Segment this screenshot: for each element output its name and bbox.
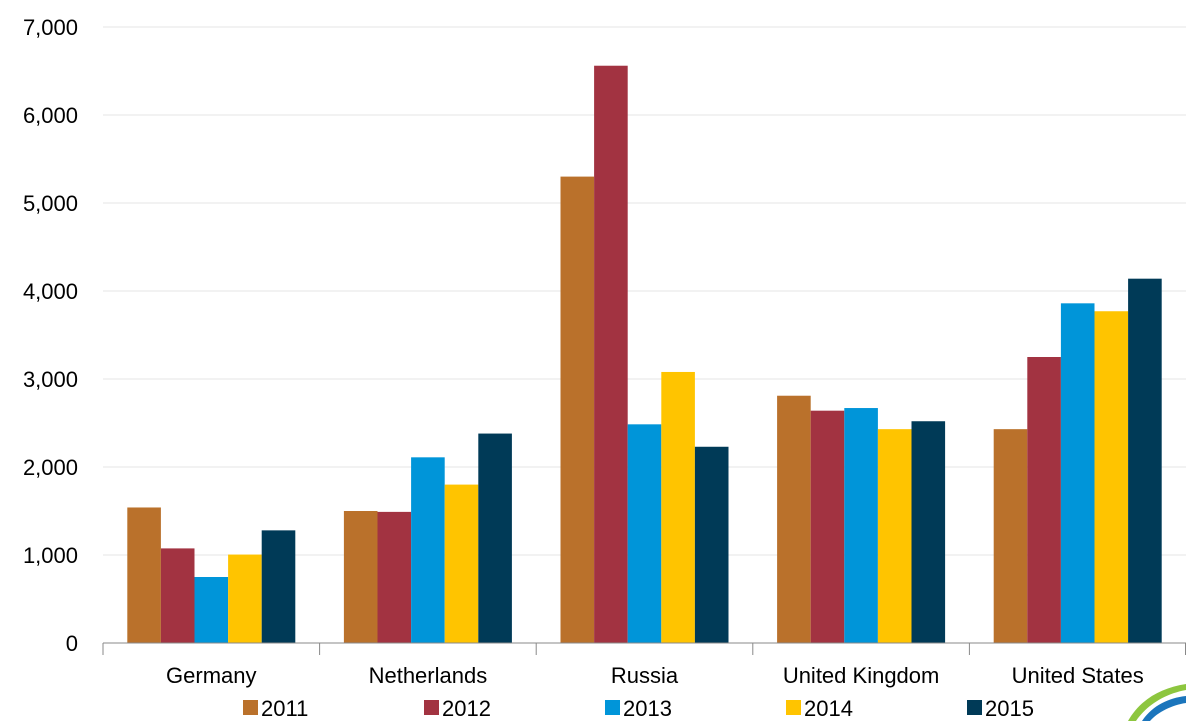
axes: 0 1,000 2,000 3,000 4,000 5,000 6,000 7,000 Germ… [23, 15, 1186, 688]
legend-label-2011: 2011 [261, 696, 308, 721]
x-tick-label: United Kingdom [783, 663, 940, 688]
y-tick-label: 3,000 [23, 367, 78, 392]
legend-swatch-2014 [786, 700, 801, 715]
legend-swatch-2011 [243, 700, 258, 715]
legend-label-2015: 2015 [985, 696, 1034, 721]
bar-2014-russia [661, 371, 695, 643]
bar-2015-germany [261, 530, 296, 643]
bar-2011-united-states [993, 429, 1028, 643]
bar-2013-united-kingdom [844, 408, 878, 643]
gridlines [103, 26, 1186, 556]
x-tick-label: Netherlands [369, 663, 488, 688]
bar-2013-germany [194, 577, 229, 643]
bar-2014-germany [228, 554, 262, 643]
logo-swoosh-green [1128, 684, 1186, 721]
bar-2013-russia [627, 424, 662, 643]
bar-2014-netherlands [444, 484, 479, 643]
legend-swatch-2015 [967, 700, 982, 715]
bar-2011-russia [560, 176, 595, 643]
y-tick-label: 1,000 [23, 543, 78, 568]
bar-2012-netherlands [377, 511, 412, 643]
y-tick-label: 7,000 [23, 15, 78, 40]
legend: 2011 2012 2013 2014 2015 [243, 696, 1034, 721]
y-tick-label: 5,000 [23, 191, 78, 216]
bar-2013-united-states [1060, 303, 1095, 643]
bars [127, 65, 1162, 644]
x-tick-label: Russia [611, 663, 679, 688]
bar-2015-russia [694, 446, 729, 643]
x-tick-label: United States [1012, 663, 1144, 688]
bar-2011-united-kingdom [777, 395, 811, 643]
bar-2012-united-states [1027, 357, 1061, 643]
logo-swoosh-blue [1142, 696, 1186, 721]
x-tick-label: Germany [166, 663, 256, 688]
y-tick-label: 0 [66, 631, 78, 656]
bar-2011-netherlands [343, 511, 378, 643]
bar-2012-russia [594, 65, 628, 644]
bar-2013-netherlands [411, 457, 445, 643]
bar-2014-united-kingdom [877, 429, 912, 643]
legend-swatch-2013 [605, 700, 620, 715]
legend-label-2012: 2012 [442, 696, 491, 721]
bar-2011-germany [127, 507, 161, 643]
y-tick-label: 4,000 [23, 279, 78, 304]
bar-2015-netherlands [478, 433, 512, 643]
bar-2012-united-kingdom [810, 410, 845, 643]
bar-2015-united-states [1128, 278, 1162, 643]
bar-2012-germany [160, 548, 195, 643]
y-tick-label: 6,000 [23, 103, 78, 128]
legend-swatch-2012 [424, 700, 439, 715]
legend-label-2013: 2013 [623, 696, 672, 721]
y-tick-label: 2,000 [23, 455, 78, 480]
bar-2014-united-states [1094, 311, 1129, 643]
corner-logo [1128, 684, 1186, 721]
bar-2015-united-kingdom [911, 421, 946, 643]
legend-label-2014: 2014 [804, 696, 853, 721]
